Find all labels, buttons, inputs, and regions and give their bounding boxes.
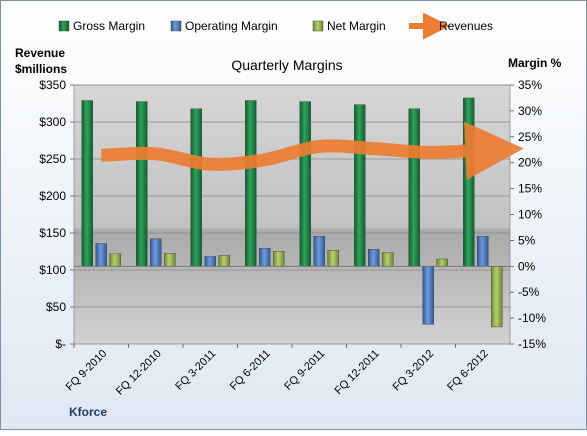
legend-label: Operating Margin: [185, 19, 278, 33]
legend: Gross Margin Operating Margin Net Margin Re…: [59, 19, 493, 33]
y-left-label-line2: $millions: [15, 62, 67, 76]
bar-gross-margin: [354, 105, 365, 267]
category-tick-label: FQ 6-2012: [445, 348, 491, 394]
left-axis-ticks: $- $50 $100 $150 $200 $250 $300 $350: [39, 78, 74, 351]
company-label: Kforce: [69, 405, 107, 419]
right-tick-label: 10%: [518, 208, 542, 222]
category-tick-label: FQ 6-2011: [228, 348, 273, 393]
bar-gross-margin: [136, 102, 147, 267]
right-tick-label: 0%: [518, 259, 536, 273]
right-tick-label: 20%: [518, 156, 542, 170]
y-left-label-line1: Revenue: [15, 46, 65, 60]
bar-gross-margin: [463, 98, 474, 266]
y-right-label: Margin %: [508, 56, 562, 70]
left-tick-label: $200: [39, 189, 66, 203]
right-tick-label: 35%: [518, 78, 542, 92]
bar-gross-margin: [245, 101, 256, 267]
bar-net-margin: [110, 254, 121, 266]
bar-net-margin: [437, 259, 448, 266]
bar-operating-margin: [259, 248, 270, 266]
bar-net-margin: [491, 266, 502, 327]
left-tick-label: $150: [39, 226, 66, 240]
right-tick-label: 15%: [518, 182, 542, 196]
chart-title: Quarterly Margins: [231, 57, 342, 73]
bar-net-margin: [382, 253, 393, 266]
bar-gross-margin: [82, 101, 93, 267]
bar-operating-margin: [314, 236, 325, 266]
bar-net-margin: [164, 253, 175, 266]
category-tick-label: FQ 9-2010: [64, 348, 110, 394]
left-tick-label: $350: [39, 78, 66, 92]
left-tick-label: $-: [55, 337, 66, 351]
category-tick-label: FQ 3-2012: [391, 348, 437, 394]
category-tick-label: FQ 12-2011: [332, 348, 381, 397]
right-axis-ticks: -15% -10% -5% 0% 5% 10% 15% 20% 25% 30% 35%: [510, 78, 546, 351]
bar-operating-margin: [368, 249, 379, 266]
bar-gross-margin: [409, 109, 420, 266]
legend-swatch-operating-margin: [171, 21, 181, 31]
legend-swatch-net-margin: [313, 21, 323, 31]
bar-operating-margin: [423, 266, 434, 324]
bar-operating-margin: [96, 244, 107, 267]
category-tick-label: FQ 3-2011: [173, 348, 218, 393]
legend-label: Revenues: [439, 19, 493, 33]
bar-net-margin: [328, 250, 339, 266]
bar-operating-margin: [205, 256, 216, 266]
right-tick-label: -10%: [518, 311, 546, 325]
legend-label: Gross Margin: [73, 19, 145, 33]
right-tick-label: 25%: [518, 130, 542, 144]
right-tick-label: 5%: [518, 233, 536, 247]
bar-gross-margin: [191, 109, 202, 266]
bar-operating-margin: [477, 236, 488, 266]
left-tick-label: $50: [46, 300, 66, 314]
category-tick-label: FQ 12-2010: [114, 348, 164, 398]
bar-operating-margin: [150, 239, 161, 266]
left-tick-label: $250: [39, 152, 66, 166]
bar-gross-margin: [300, 102, 311, 267]
legend-swatch-gross-margin: [59, 21, 69, 31]
category-tick-label: FQ 9-2011: [282, 348, 327, 393]
right-tick-label: -15%: [518, 337, 546, 351]
bar-net-margin: [273, 251, 284, 266]
bar-net-margin: [219, 255, 230, 266]
right-tick-label: -5%: [518, 285, 540, 299]
right-tick-label: 30%: [518, 104, 542, 118]
left-tick-label: $300: [39, 115, 66, 129]
left-tick-label: $100: [39, 263, 66, 277]
legend-label: Net Margin: [327, 19, 386, 33]
